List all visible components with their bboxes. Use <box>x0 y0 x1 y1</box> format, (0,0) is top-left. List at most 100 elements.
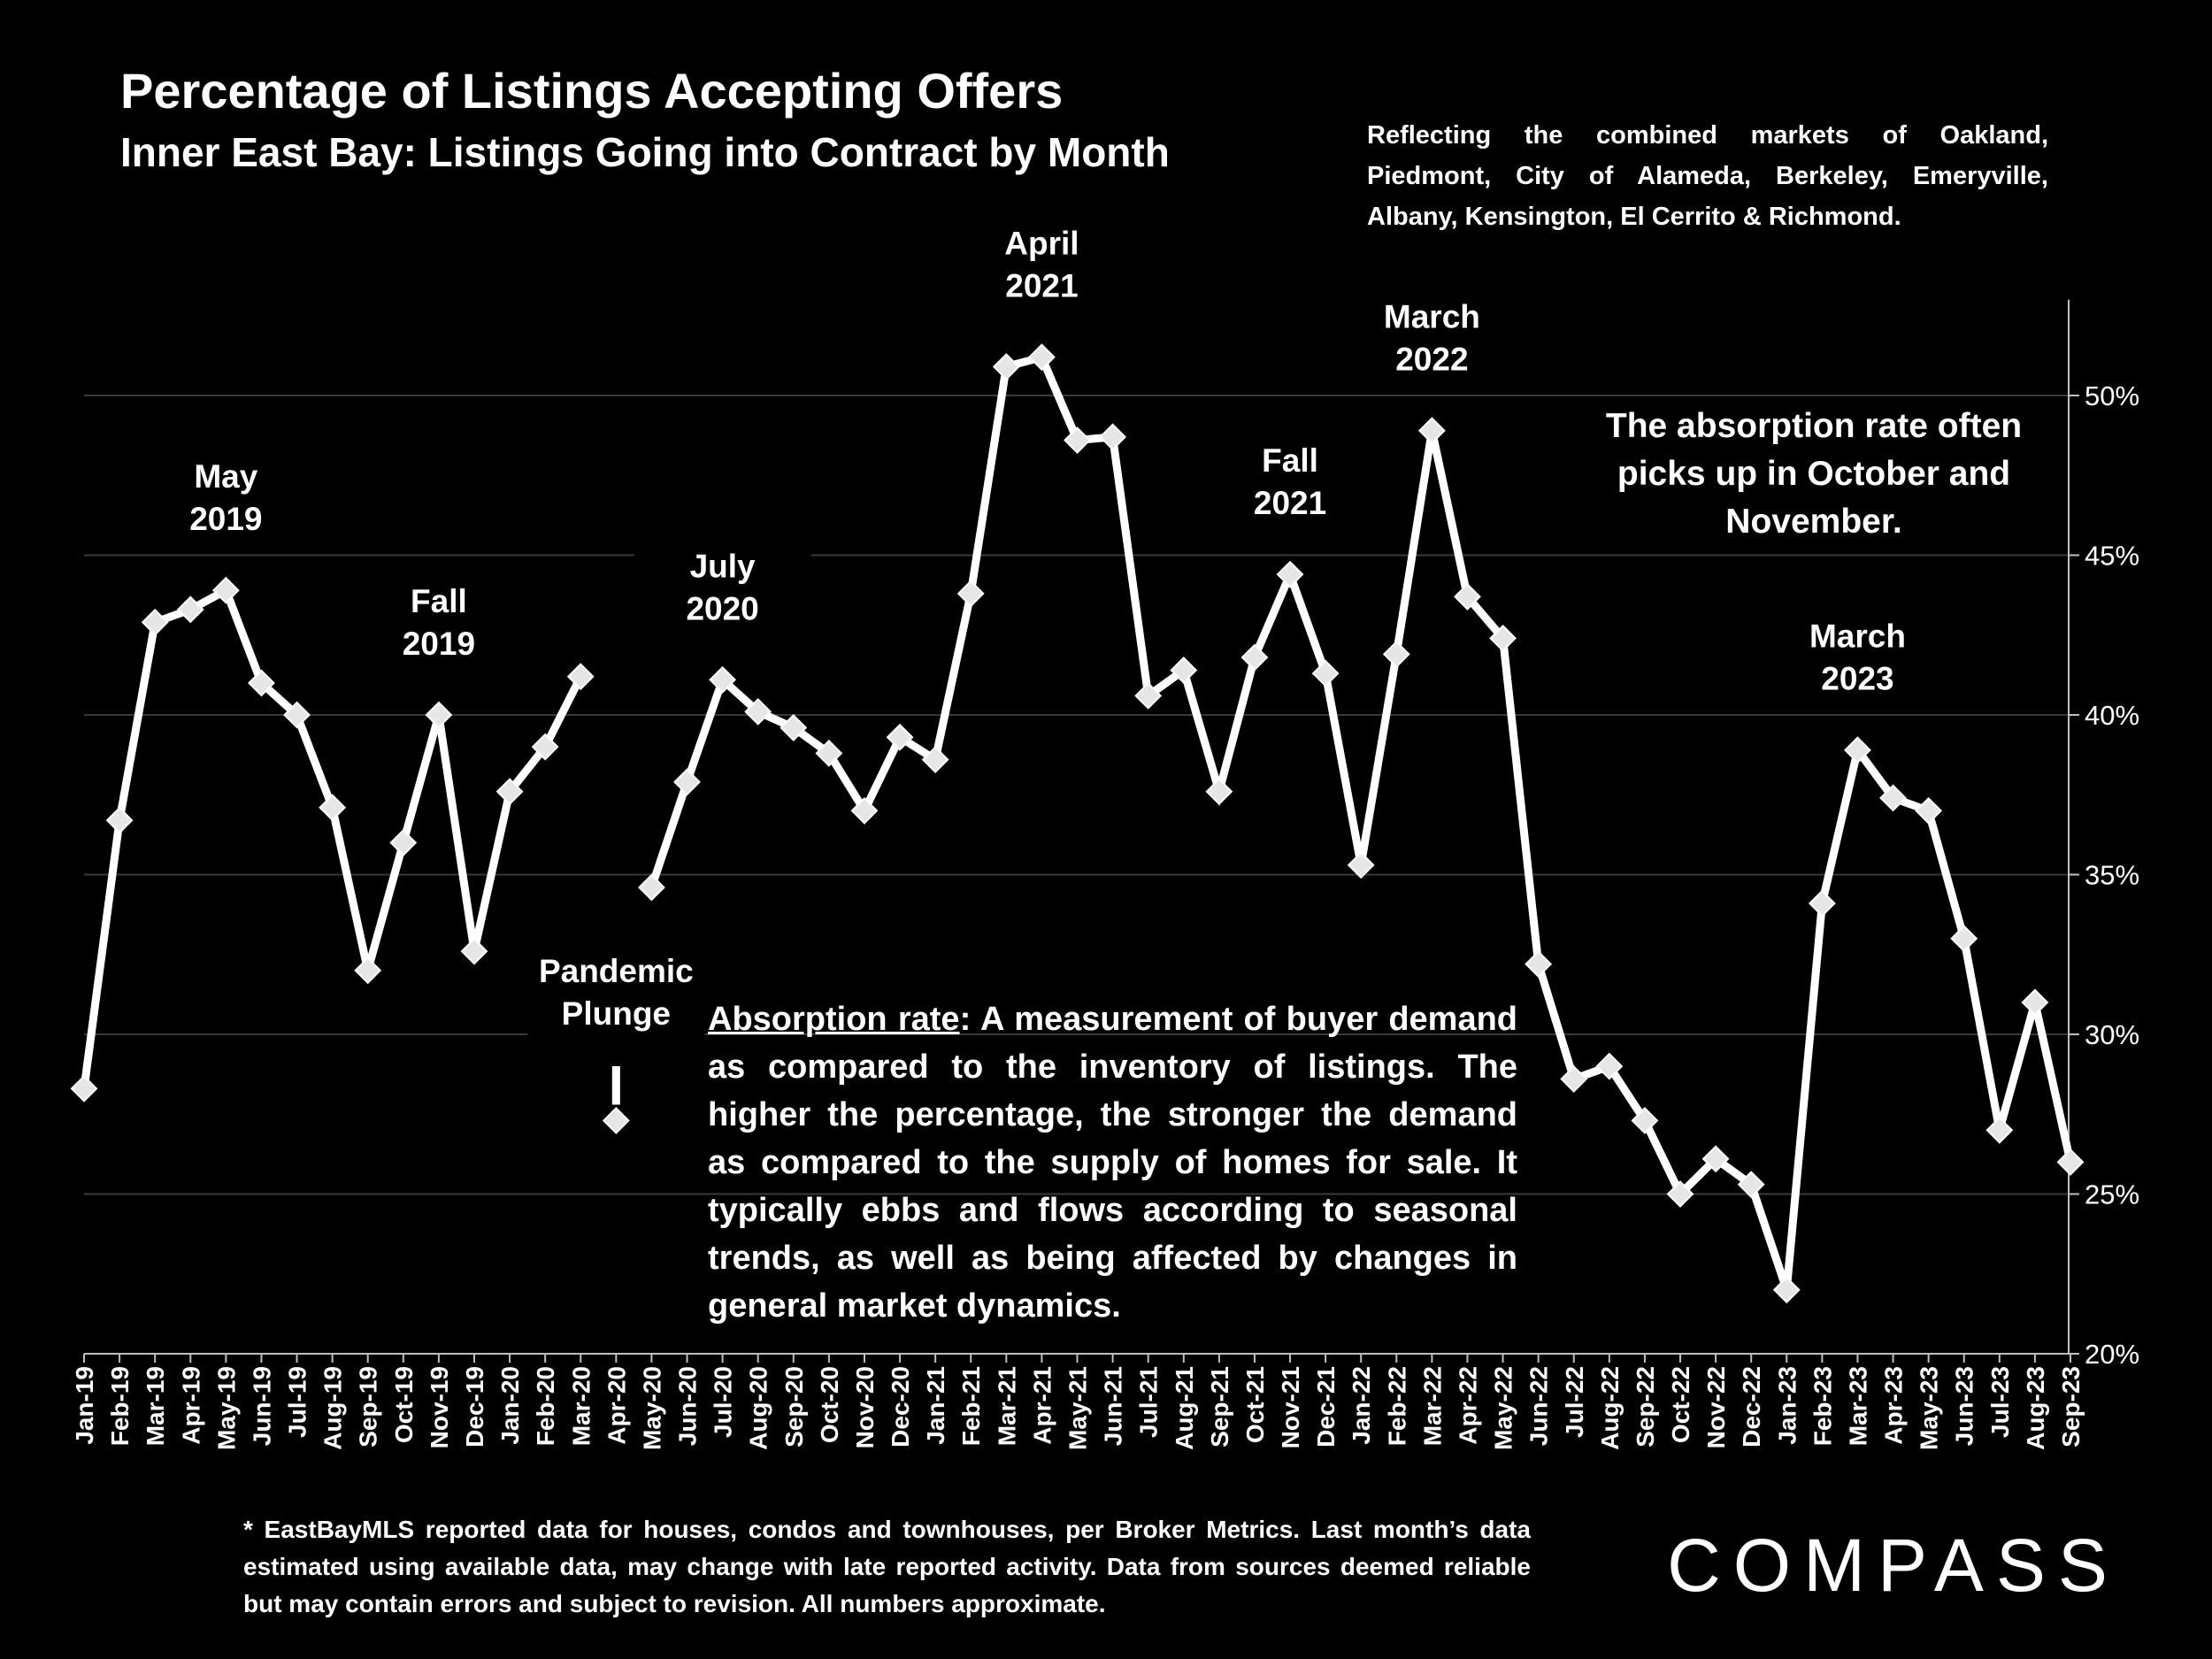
x-tick-label: Apr-20 <box>603 1366 630 1445</box>
x-tick-label: Mar-22 <box>1418 1366 1446 1446</box>
x-tick-label: Aug-20 <box>745 1366 772 1450</box>
annotation-backing <box>1343 292 1521 387</box>
x-tick-label: May-21 <box>1064 1366 1092 1450</box>
y-tick-label: 40% <box>2085 700 2139 731</box>
annotation-backing <box>1769 611 1947 706</box>
annotation-label: 2019 <box>403 626 475 662</box>
x-tick-label: Jul-23 <box>1986 1366 2014 1438</box>
data-point <box>1844 736 1871 764</box>
x-tick-label: Apr-22 <box>1454 1366 1481 1445</box>
data-point <box>1915 796 1943 825</box>
data-point <box>1347 851 1375 879</box>
data-point <box>2021 988 2049 1017</box>
data-point <box>460 937 488 965</box>
x-tick-label: Jul-19 <box>284 1366 311 1438</box>
data-point <box>1489 624 1517 652</box>
data-point <box>638 873 665 902</box>
x-axis-labels: Jan-19 Feb-19 Mar-19 Apr-19 May-19 Jun-19 Jul-… <box>71 1354 2085 1450</box>
gridlines <box>84 395 2069 1195</box>
y-tick-label: 20% <box>2085 1339 2139 1370</box>
chart-subtitle: Inner East Bay: Listings Going into Cont… <box>120 129 1170 175</box>
data-point <box>1808 889 1836 918</box>
x-tick-label: Feb-22 <box>1383 1366 1410 1446</box>
data-point <box>1454 583 1481 611</box>
data-point <box>956 580 985 608</box>
data-point <box>780 714 808 741</box>
data-point <box>1950 925 1978 953</box>
x-tick-label: Sep-23 <box>2057 1366 2085 1448</box>
annotation-label: Plunge <box>562 995 671 1032</box>
data-point <box>1276 560 1304 588</box>
x-tick-label: Sep-22 <box>1632 1366 1659 1448</box>
x-tick-label: Nov-20 <box>851 1366 879 1448</box>
x-tick-label: Sep-19 <box>355 1366 382 1448</box>
data-point <box>495 778 524 806</box>
x-tick-label: Apr-19 <box>177 1366 204 1445</box>
y-tick-label: 25% <box>2085 1179 2139 1210</box>
x-tick-label: Jun-19 <box>248 1366 275 1446</box>
data-point <box>70 1074 98 1102</box>
data-points <box>70 343 2085 1304</box>
data-point <box>886 723 914 751</box>
data-point <box>566 663 595 691</box>
data-point <box>531 733 559 761</box>
x-tick-label: Jan-21 <box>922 1366 949 1445</box>
x-tick-label: Jun-20 <box>674 1366 702 1446</box>
annotation-label: Fall <box>1262 442 1318 479</box>
data-point <box>850 796 879 825</box>
data-point <box>319 794 347 822</box>
data-point <box>673 768 701 796</box>
data-point <box>1027 343 1056 372</box>
data-point <box>105 806 134 834</box>
x-tick-label: Nov-22 <box>1702 1366 1730 1448</box>
annotation-backing <box>634 541 811 636</box>
x-tick-label: Feb-19 <box>106 1366 134 1446</box>
y-tick-label: 45% <box>2085 541 2139 572</box>
x-tick-label: Sep-20 <box>780 1366 808 1448</box>
region-note: Reflecting the combined markets of Oakla… <box>1367 121 2048 231</box>
x-tick-label: Mar-23 <box>1844 1366 1871 1446</box>
data-point <box>1170 657 1198 684</box>
annotation-label: July <box>690 548 756 584</box>
absorption-definition: : A measurement of buyer demand as compa… <box>708 1001 1518 1325</box>
data-point <box>709 665 737 694</box>
data-point <box>1382 640 1410 668</box>
x-tick-label: Aug-22 <box>1596 1366 1624 1450</box>
x-tick-label: Jan-22 <box>1348 1366 1375 1445</box>
x-tick-label: Feb-23 <box>1809 1366 1836 1446</box>
x-tick-label: Aug-21 <box>1171 1366 1198 1450</box>
annotation-label: April <box>1004 226 1079 262</box>
x-tick-label: Nov-19 <box>426 1366 453 1448</box>
x-tick-label: Sep-21 <box>1206 1366 1233 1448</box>
y-tick-label: 30% <box>2085 1019 2139 1050</box>
data-point <box>1134 681 1163 710</box>
data-point <box>211 576 240 604</box>
x-tick-label: Dec-19 <box>461 1366 488 1448</box>
data-point <box>1879 784 1907 812</box>
x-tick-label: Apr-21 <box>1028 1366 1056 1445</box>
data-point <box>1701 1145 1730 1173</box>
x-tick-label: Jan-20 <box>496 1366 524 1445</box>
compass-logo-text: COMPASS <box>1667 1524 2120 1607</box>
annotation-backing <box>137 452 315 547</box>
data-point <box>602 1107 630 1134</box>
x-tick-label: Oct-21 <box>1241 1366 1269 1443</box>
x-tick-label: Feb-20 <box>532 1366 559 1446</box>
data-point <box>1311 659 1340 687</box>
x-tick-label: May-20 <box>638 1366 665 1450</box>
data-point <box>389 828 418 856</box>
x-tick-label: Jul-22 <box>1561 1366 1588 1438</box>
x-tick-label: May-23 <box>1916 1366 1943 1450</box>
data-point <box>2056 1148 2085 1176</box>
annotation-backing <box>1202 436 1379 531</box>
annotation-label: 2021 <box>1005 268 1078 304</box>
data-point <box>1525 950 1553 978</box>
data-point <box>1064 426 1091 454</box>
absorption-rate-note: Absorption rate: A measurement of buyer … <box>708 995 1517 1330</box>
annotation-backing <box>349 577 527 671</box>
x-tick-label: Jun-22 <box>1525 1366 1553 1446</box>
data-point <box>1666 1180 1694 1208</box>
data-point <box>176 595 204 624</box>
data-point <box>1240 643 1269 672</box>
